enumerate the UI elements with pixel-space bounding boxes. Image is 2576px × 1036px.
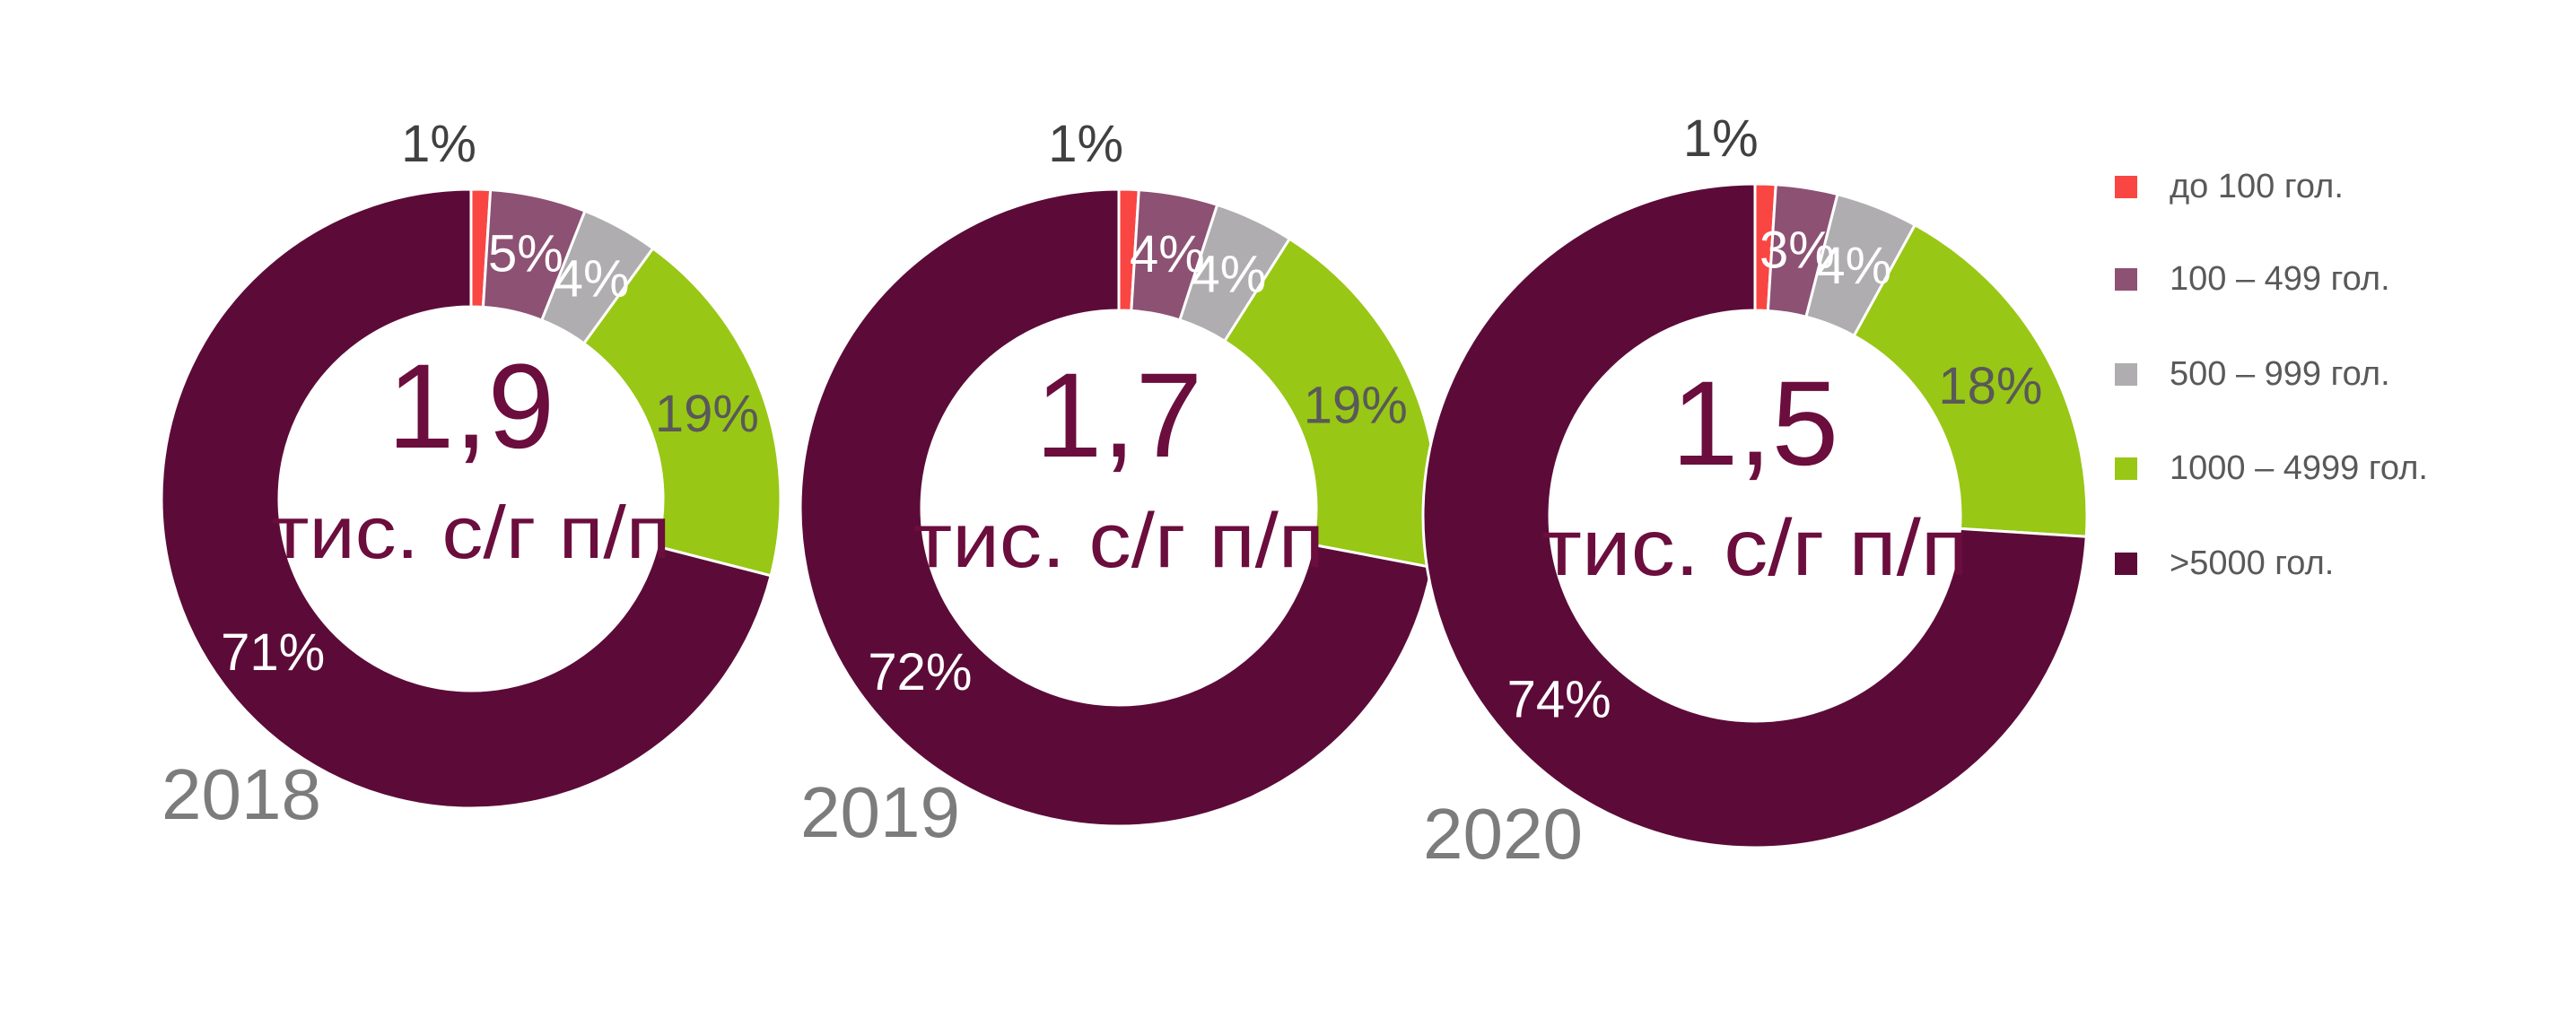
slice-percent-label-2018-3: 19%: [655, 385, 759, 443]
slice-percent-label-2019-3: 19%: [1304, 376, 1408, 434]
legend-label: 100 – 499 гол.: [2170, 260, 2390, 298]
year-label-2020: 2020: [1423, 794, 1583, 874]
center-value: 1,9: [388, 340, 554, 474]
legend-swatch-3: [2115, 457, 2137, 480]
slice-percent-label-2019-4: 72%: [868, 643, 972, 701]
slice-2018-4: [160, 187, 773, 810]
legend-swatch-0: [2115, 175, 2137, 198]
center-value: 1,5: [1672, 357, 1838, 491]
center-value: 1,7: [1035, 349, 1202, 483]
legend-item: 100 – 499 гол.: [2115, 262, 2390, 296]
legend-swatch-4: [2115, 552, 2137, 575]
center-unit: тис. с/г п/п: [913, 498, 1324, 584]
legend-label: 1000 – 4999 гол.: [2170, 449, 2428, 487]
slice-percent-label-2019-1: 4%: [1130, 225, 1205, 283]
slice-2019-4: [799, 187, 1434, 828]
legend-label: до 100 гол.: [2170, 168, 2344, 205]
legend-item: 1000 – 4999 гол.: [2115, 451, 2428, 485]
slice-percent-label-2020-3: 18%: [1938, 357, 2042, 415]
slice-percent-label-2020-2: 4%: [1816, 237, 1891, 295]
slice-2018-3: [581, 246, 782, 578]
year-label-2019: 2019: [800, 772, 960, 852]
slice-percent-label-2020-0: 1%: [1683, 109, 1759, 168]
center-unit: тис. с/г п/п: [272, 491, 671, 574]
legend-item: до 100 гол.: [2115, 170, 2344, 204]
slice-2020-4: [1421, 182, 2088, 849]
slice-percent-label-2018-4: 71%: [221, 623, 325, 682]
slice-percent-label-2020-4: 74%: [1507, 671, 1611, 729]
legend-label: 500 – 999 гол.: [2170, 355, 2390, 393]
legend-item: >5000 гол.: [2115, 546, 2334, 580]
slice-percent-label-2019-0: 1%: [1048, 115, 1123, 173]
donut-chart-2020: 1%3%4% 18% 74% 1,5 тис. с/г п/п 2020: [1421, 109, 2089, 874]
slice-2020-3: [1852, 222, 2089, 538]
year-label-2018: 2018: [162, 754, 321, 834]
legend-swatch-1: [2115, 267, 2137, 291]
center-unit: тис. с/г п/п: [1541, 502, 1969, 592]
legend-swatch-2: [2115, 362, 2137, 386]
slice-percent-label-2020-1: 3%: [1760, 222, 1835, 280]
donut-chart-2018: 1%5%4% 19% 71% 1,9 тис. с/г п/п 2018: [160, 115, 782, 834]
slice-percent-label-2019-2: 4%: [1191, 245, 1266, 303]
legend-item: 500 – 999 гол.: [2115, 357, 2390, 391]
slice-percent-label-2018-0: 1%: [401, 115, 476, 173]
slice-percent-label-2018-1: 5%: [488, 225, 563, 283]
legend-label: >5000 гол.: [2170, 544, 2335, 582]
slice-percent-label-2018-2: 4%: [554, 250, 630, 309]
